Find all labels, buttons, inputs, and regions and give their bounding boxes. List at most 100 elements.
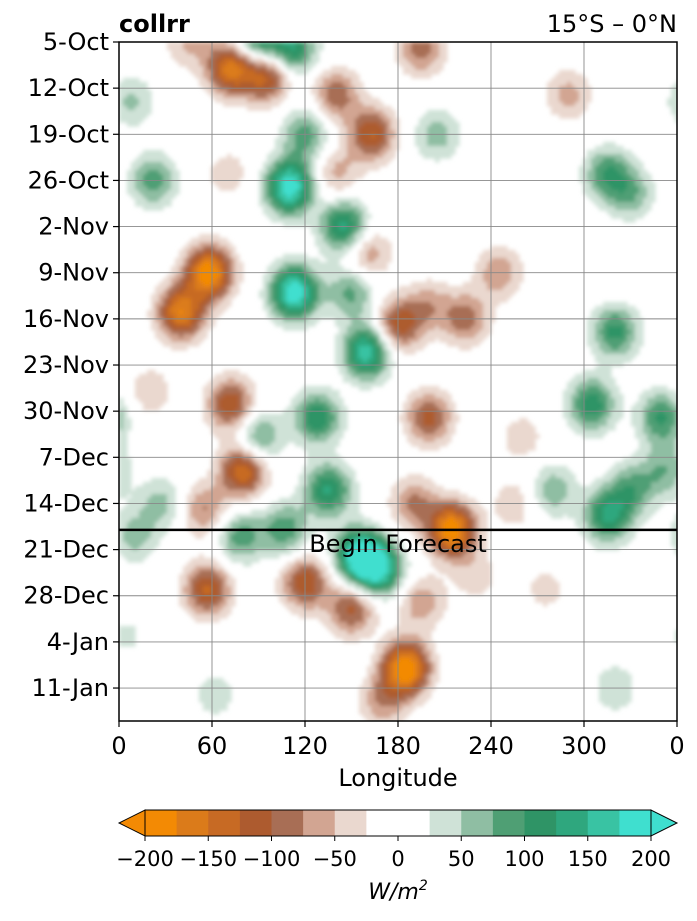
field-cell: [363, 378, 368, 383]
field-cell: [339, 418, 344, 423]
field-cell: [431, 286, 436, 291]
field-cell: [591, 318, 596, 323]
field-cell: [271, 210, 276, 215]
field-cell: [635, 310, 640, 315]
field-cell: [227, 266, 232, 271]
field-cell: [591, 182, 596, 187]
field-cell: [307, 418, 312, 423]
field-cell: [443, 46, 448, 51]
field-cell: [295, 286, 300, 291]
field-cell: [351, 286, 356, 291]
field-cell: [627, 158, 632, 163]
field-cell: [275, 194, 280, 199]
field-cell: [311, 154, 316, 159]
field-cell: [235, 46, 240, 51]
field-cell: [175, 42, 180, 47]
field-cell: [195, 50, 200, 55]
field-cell: [591, 150, 596, 155]
field-cell: [359, 278, 364, 283]
field-cell: [639, 174, 644, 179]
field-cell: [363, 286, 368, 291]
field-cell: [431, 142, 436, 147]
field-cell: [343, 142, 348, 147]
field-cell: [143, 386, 148, 391]
field-cell: [211, 62, 216, 67]
field-cell: [199, 62, 204, 67]
field-cell: [299, 394, 304, 399]
field-cell: [295, 166, 300, 171]
field-cell: [419, 318, 424, 323]
field-cell: [239, 170, 244, 175]
field-cell: [435, 426, 440, 431]
field-cell: [295, 206, 300, 211]
field-cell: [355, 126, 360, 131]
field-cell: [327, 286, 332, 291]
field-cell: [151, 158, 156, 163]
field-cell: [231, 410, 236, 415]
field-cell: [443, 330, 448, 335]
field-cell: [635, 322, 640, 327]
field-cell: [439, 42, 444, 47]
field-cell: [619, 338, 624, 343]
field-cell: [319, 198, 324, 203]
field-cell: [623, 214, 628, 219]
field-cell: [643, 398, 648, 403]
field-cell: [403, 410, 408, 415]
field-cell: [159, 182, 164, 187]
field-cell: [219, 382, 224, 387]
field-cell: [351, 338, 356, 343]
field-cell: [139, 398, 144, 403]
field-cell: [251, 62, 256, 67]
field-cell: [651, 418, 656, 423]
field-cell: [279, 206, 284, 211]
field-cell: [155, 286, 160, 291]
field-cell: [171, 174, 176, 179]
field-cell: [207, 382, 212, 387]
field-cell: [355, 146, 360, 151]
field-cell: [287, 214, 292, 219]
field-cell: [227, 298, 232, 303]
field-cell: [343, 98, 348, 103]
field-cell: [187, 322, 192, 327]
field-cell: [315, 58, 320, 63]
field-cell: [395, 58, 400, 63]
field-cell: [231, 166, 236, 171]
field-cell: [463, 322, 468, 327]
field-cell: [335, 242, 340, 247]
field-cell: [271, 418, 276, 423]
field-cell: [267, 74, 272, 79]
field-cell: [127, 418, 132, 423]
field-cell: [227, 166, 232, 171]
field-cell: [307, 134, 312, 139]
field-cell: [319, 210, 324, 215]
field-cell: [607, 322, 612, 327]
field-cell: [279, 94, 284, 99]
field-cell: [195, 314, 200, 319]
field-cell: [475, 306, 480, 311]
field-cell: [259, 90, 264, 95]
field-cell: [351, 202, 356, 207]
field-cell: [275, 94, 280, 99]
field-cell: [139, 194, 144, 199]
field-cell: [327, 218, 332, 223]
field-cell: [223, 58, 228, 63]
field-cell: [435, 410, 440, 415]
field-cell: [607, 306, 612, 311]
field-cell: [371, 246, 376, 251]
field-cell: [351, 210, 356, 215]
field-cell: [263, 66, 268, 71]
field-cell: [423, 314, 428, 319]
field-cell: [611, 318, 616, 323]
field-cell: [147, 182, 152, 187]
field-cell: [675, 422, 677, 427]
field-cell: [231, 274, 236, 279]
field-cell: [391, 142, 396, 147]
field-cell: [611, 414, 616, 419]
field-cell: [523, 422, 528, 427]
field-cell: [355, 230, 360, 235]
field-cell: [599, 146, 604, 151]
field-cell: [295, 430, 300, 435]
field-cell: [343, 250, 348, 255]
field-cell: [279, 278, 284, 283]
field-cell: [271, 74, 276, 79]
